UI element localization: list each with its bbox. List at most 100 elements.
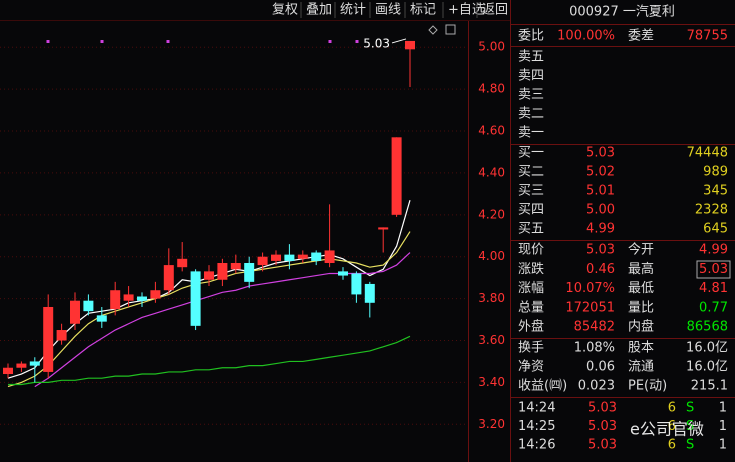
candle-body (271, 254, 281, 261)
label: 流通 (628, 360, 654, 375)
label: 内盘 (628, 319, 654, 335)
chart: 5.00 4.80 4.60 4.40 4.20 4.00 3.80 3.60 3.40 3.20… (0, 36, 505, 431)
label: 净资 (518, 360, 544, 375)
y-tick-label: 5.00 (478, 40, 505, 54)
candle-body (83, 300, 94, 312)
candle-body (217, 262, 228, 280)
label: 最低 (628, 281, 654, 296)
candle-body (378, 227, 389, 230)
sell-label: 卖二 (518, 107, 544, 122)
buy-volume: 345 (703, 184, 728, 199)
y-tick-label: 4.40 (478, 165, 505, 179)
label: 股本 (628, 341, 654, 356)
toolbar-button[interactable]: 复权 (272, 2, 298, 18)
tick-side: S (686, 419, 694, 434)
y-tick-label: 3.20 (478, 417, 505, 431)
candle-body (324, 250, 335, 263)
annotation: 5.03 (363, 36, 390, 50)
toolbar-button[interactable]: +自选 (448, 3, 485, 18)
tick-price: 5.03 (588, 401, 617, 416)
candle-body (257, 256, 268, 266)
label: 今开 (628, 242, 654, 258)
label: 量比 (628, 300, 654, 315)
tick-volume: 6 (668, 438, 676, 453)
stock-title: 000927 一汽夏利 (569, 5, 675, 20)
buy-volume: 645 (703, 222, 728, 237)
buy-label: 买五 (518, 222, 544, 237)
candle-body (137, 296, 147, 301)
tick-side: S (686, 401, 694, 416)
candle-body (110, 290, 121, 310)
value: 16.0亿 (686, 360, 728, 375)
candle-body (190, 271, 201, 326)
marker (355, 40, 359, 43)
label: 涨跌 (518, 261, 544, 277)
toolbar-button[interactable]: 画线 (375, 3, 401, 18)
candle-body (351, 273, 362, 295)
tick-time: 14:26 (518, 438, 555, 453)
buy-label: 买二 (518, 165, 544, 180)
candle-body (16, 363, 27, 368)
toolbar-button[interactable]: 统计 (340, 3, 366, 18)
value: 215.1 (691, 379, 728, 394)
buy-volume: 2328 (695, 203, 728, 218)
highlight-box (696, 260, 731, 279)
candle-body (311, 252, 322, 261)
tick-price: 5.03 (588, 438, 617, 453)
tick-count: 1 (719, 438, 727, 453)
marker (100, 40, 104, 43)
candle-body (70, 300, 80, 324)
candle-body (43, 306, 54, 372)
candle-body (177, 258, 188, 268)
value: 86568 (687, 320, 728, 335)
buy-volume: 74448 (687, 146, 728, 161)
value: 0.77 (699, 300, 728, 315)
tick-price: 5.03 (588, 419, 617, 434)
value: 0.46 (586, 262, 615, 277)
candle-body (391, 137, 402, 215)
moving-average-line (8, 335, 411, 386)
value: 0.06 (586, 360, 615, 375)
value: 78755 (687, 29, 728, 44)
candle-body (230, 262, 241, 270)
value: 100.00% (557, 29, 615, 44)
value: 1.08% (574, 341, 615, 356)
candle-body (284, 254, 295, 261)
icon[interactable] (445, 24, 456, 35)
label: 最高 (628, 261, 654, 277)
value: 10.07% (565, 281, 615, 296)
candle-body (204, 271, 214, 280)
value: 0.023 (578, 379, 615, 394)
buy-price: 5.01 (586, 184, 615, 199)
candle-body (244, 262, 255, 282)
label: 委比 (518, 29, 544, 44)
label: 外盘 (518, 319, 544, 335)
value: 85482 (574, 320, 615, 335)
candle-body (3, 367, 13, 375)
toolbar-button[interactable]: 叠加 (306, 3, 332, 18)
candle-body (297, 254, 308, 259)
label: 委差 (628, 29, 654, 44)
buy-label: 买四 (518, 203, 544, 218)
buy-price: 5.00 (586, 203, 615, 218)
buy-volume: 989 (703, 165, 728, 180)
y-tick-label: 4.80 (478, 82, 505, 96)
annotation-line (391, 38, 407, 44)
candle-body (123, 294, 134, 301)
label: 换手 (518, 341, 544, 356)
toolbar-button[interactable]: 标记 (410, 3, 436, 18)
buy-price: 5.03 (586, 146, 615, 161)
sell-label: 卖五 (518, 50, 544, 65)
y-tick-label: 4.20 (478, 207, 505, 221)
tick-time: 14:24 (518, 401, 555, 416)
icon[interactable] (428, 25, 438, 35)
value: 4.81 (699, 281, 728, 296)
marker (328, 40, 332, 43)
toolbar-button[interactable]: 返回 (482, 3, 508, 18)
marker (166, 40, 170, 43)
label: PE(动) (628, 379, 667, 394)
buy-price: 4.99 (586, 222, 615, 237)
candle-body (338, 271, 348, 276)
